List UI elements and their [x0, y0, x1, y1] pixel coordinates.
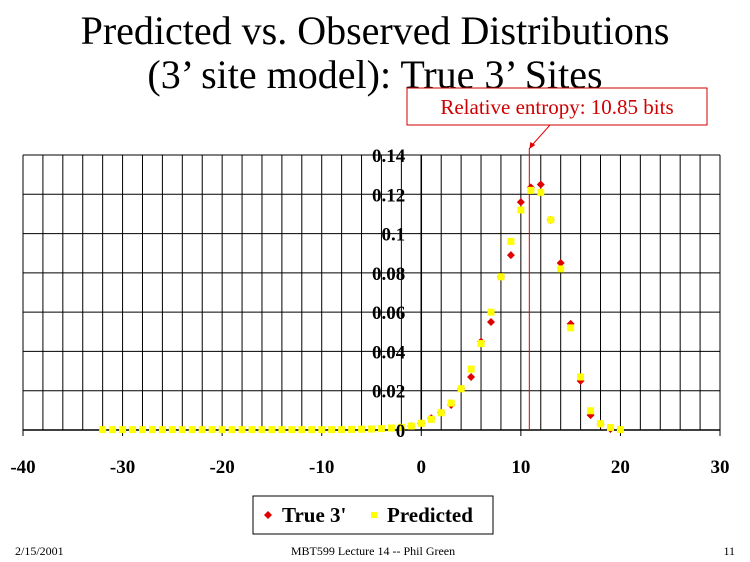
- predicted-point: [218, 426, 226, 434]
- predicted-point: [119, 426, 127, 434]
- predicted-point: [407, 422, 415, 430]
- predicted-point: [129, 426, 137, 434]
- annotation-arrow-shaft: [530, 124, 551, 147]
- annotation-box: [406, 87, 708, 126]
- predicted-point: [99, 426, 107, 434]
- predicted-point: [447, 399, 455, 407]
- annotation-text: Relative entropy: 10.85 bits: [440, 95, 673, 119]
- true-3-point: [467, 372, 476, 381]
- predicted-point: [168, 426, 176, 434]
- x-tick-label: -40: [10, 457, 35, 478]
- predicted-point: [497, 273, 505, 281]
- x-tick-label: 10: [511, 457, 530, 478]
- x-tick-label: -20: [209, 457, 234, 478]
- x-tick-label: 0: [417, 457, 427, 478]
- predicted-point: [487, 308, 495, 316]
- true-3-point: [536, 180, 545, 189]
- y-tick-label: 0.14: [372, 146, 406, 167]
- predicted-point: [138, 426, 146, 434]
- y-tick-label: 0.12: [372, 185, 405, 206]
- predicted-point: [148, 426, 156, 434]
- predicted-point: [417, 419, 425, 427]
- predicted-point: [597, 420, 605, 428]
- true-3-point: [506, 251, 515, 260]
- data-points: [99, 124, 624, 434]
- predicted-point: [278, 426, 286, 434]
- predicted-point: [248, 426, 256, 434]
- predicted-point: [587, 407, 595, 415]
- x-tick-label: 30: [711, 457, 730, 478]
- tick-labels: -40 -30 -20 -10 0 10 20 30 0 0.02 0.04 0.06 0.08 0.1 0…: [10, 146, 729, 478]
- y-tick-label: 0.08: [372, 264, 405, 285]
- predicted-point: [517, 206, 525, 214]
- predicted-point: [457, 385, 465, 393]
- footer-date: 2/15/2001: [15, 544, 64, 558]
- y-tick-label: 0.06: [372, 303, 405, 324]
- predicted-point: [397, 423, 405, 431]
- true-3-point: [486, 317, 495, 326]
- predicted-point: [308, 426, 316, 434]
- y-tick-label: 0.1: [382, 225, 406, 246]
- predicted-point: [228, 426, 236, 434]
- legend: True 3' Predicted: [252, 495, 494, 535]
- y-tick-label: 0: [396, 421, 406, 442]
- annotation: Relative entropy: 10.85 bits: [406, 87, 708, 126]
- x-tick-label: 20: [611, 457, 630, 478]
- legend-label-predicted: Predicted: [387, 503, 473, 527]
- predicted-point: [208, 426, 216, 434]
- predicted-point: [606, 423, 614, 431]
- predicted-point: [437, 409, 445, 417]
- predicted-point: [258, 426, 266, 434]
- x-tick-label: -10: [309, 457, 334, 478]
- predicted-point: [268, 426, 276, 434]
- predicted-point: [238, 426, 246, 434]
- predicted-point: [298, 426, 306, 434]
- predicted-point: [288, 426, 296, 434]
- predicted-point: [427, 415, 435, 423]
- predicted-point: [198, 426, 206, 434]
- annotation-arrowhead: [529, 142, 536, 149]
- predicted-point: [188, 426, 196, 434]
- predicted-point: [577, 373, 585, 381]
- y-tick-label: 0.02: [372, 382, 405, 403]
- predicted-point: [527, 186, 535, 194]
- predicted-point: [537, 188, 545, 196]
- predicted-point: [507, 237, 515, 245]
- predicted-point: [348, 425, 356, 433]
- legend-marker-predicted: [371, 512, 377, 518]
- predicted-point: [377, 425, 385, 433]
- legend-marker-true: [264, 511, 272, 519]
- predicted-point: [358, 425, 366, 433]
- predicted-point: [547, 216, 555, 224]
- predicted-point: [178, 426, 186, 434]
- footer-title: MBT599 Lecture 14 -- Phil Green: [291, 544, 455, 558]
- predicted-point: [158, 426, 166, 434]
- chart-title-line-1: Predicted vs. Observed Distributions: [81, 8, 670, 53]
- predicted-point: [387, 424, 395, 432]
- predicted-point: [567, 324, 575, 332]
- predicted-point: [557, 265, 565, 273]
- predicted-point: [477, 340, 485, 348]
- footer-page: 11: [723, 544, 735, 558]
- predicted-point: [368, 425, 375, 433]
- true-3-point: [556, 259, 565, 268]
- grid: [22, 154, 721, 436]
- legend-label-true: True 3': [282, 503, 346, 527]
- y-tick-label: 0.04: [372, 342, 406, 363]
- predicted-point: [109, 426, 117, 434]
- predicted-point: [616, 426, 624, 434]
- true-3-point: [516, 198, 525, 207]
- x-tick-label: -30: [110, 457, 135, 478]
- predicted-point: [328, 426, 336, 434]
- predicted-point: [318, 426, 326, 434]
- predicted-point: [467, 365, 475, 373]
- predicted-point: [338, 426, 346, 434]
